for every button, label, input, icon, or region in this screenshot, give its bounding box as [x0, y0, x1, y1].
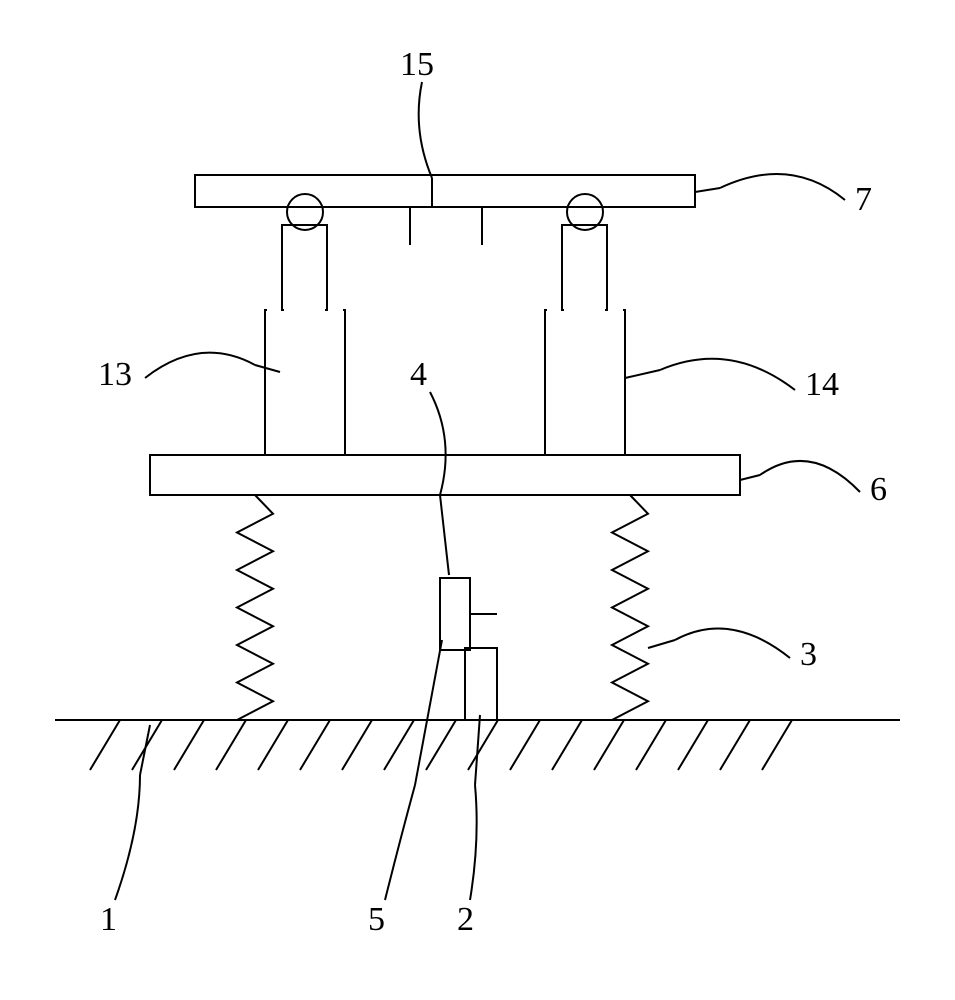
label-1: 1 — [100, 901, 117, 938]
label-14: 14 — [805, 366, 839, 403]
cylinder-left-body — [265, 310, 345, 455]
label-4: 4 — [410, 356, 427, 393]
label-2: 2 — [457, 901, 474, 938]
label-5: 5 — [368, 901, 385, 938]
ground-hatch — [552, 720, 582, 770]
ground-hatch — [720, 720, 750, 770]
cylinder-right-body — [545, 310, 625, 455]
ground-hatch — [342, 720, 372, 770]
label-3: 3 — [800, 636, 817, 673]
ground-hatch — [258, 720, 288, 770]
label-13: 13 — [98, 356, 132, 393]
ground-hatch — [300, 720, 330, 770]
ground-hatch — [90, 720, 120, 770]
leader-6-tail — [740, 475, 760, 480]
leader-4-curve — [430, 392, 446, 495]
sensor-side-box — [440, 578, 470, 650]
ground-hatch — [510, 720, 540, 770]
top-sensor-box — [410, 207, 482, 245]
leader-3-curve — [675, 628, 790, 658]
label-15: 15 — [400, 46, 434, 83]
label-7: 7 — [855, 181, 872, 218]
leader-5-curve — [385, 785, 415, 900]
leader-14-curve — [660, 359, 795, 390]
cylinder-left-rod — [282, 225, 327, 310]
spring-right — [612, 495, 648, 720]
leader-6-curve — [760, 461, 860, 492]
leader-14-tail — [625, 370, 660, 378]
ground-hatch — [216, 720, 246, 770]
leader-7-tail — [695, 188, 720, 192]
leader-13-curve — [145, 353, 255, 378]
upper-plate — [195, 175, 695, 207]
ground-hatch — [426, 720, 456, 770]
leader-2-curve — [470, 785, 477, 900]
leader-5-tail — [415, 640, 442, 785]
ground-hatch — [636, 720, 666, 770]
label-6: 6 — [870, 471, 887, 508]
leader-15-curve — [419, 82, 432, 178]
spring-left — [237, 495, 273, 720]
ground-hatch — [384, 720, 414, 770]
center-post — [465, 648, 497, 720]
leader-13-tail — [255, 365, 280, 372]
leader-4-tail — [440, 495, 449, 575]
leader-1-tail — [140, 725, 150, 775]
ground-hatch — [468, 720, 498, 770]
ground-hatch — [678, 720, 708, 770]
leader-1-curve — [115, 775, 140, 900]
ground-hatch — [174, 720, 204, 770]
leader-3-tail — [648, 640, 675, 648]
cylinder-right-rod — [562, 225, 607, 310]
ground-hatch — [762, 720, 792, 770]
ground-hatch — [594, 720, 624, 770]
leader-7-curve — [720, 174, 845, 200]
